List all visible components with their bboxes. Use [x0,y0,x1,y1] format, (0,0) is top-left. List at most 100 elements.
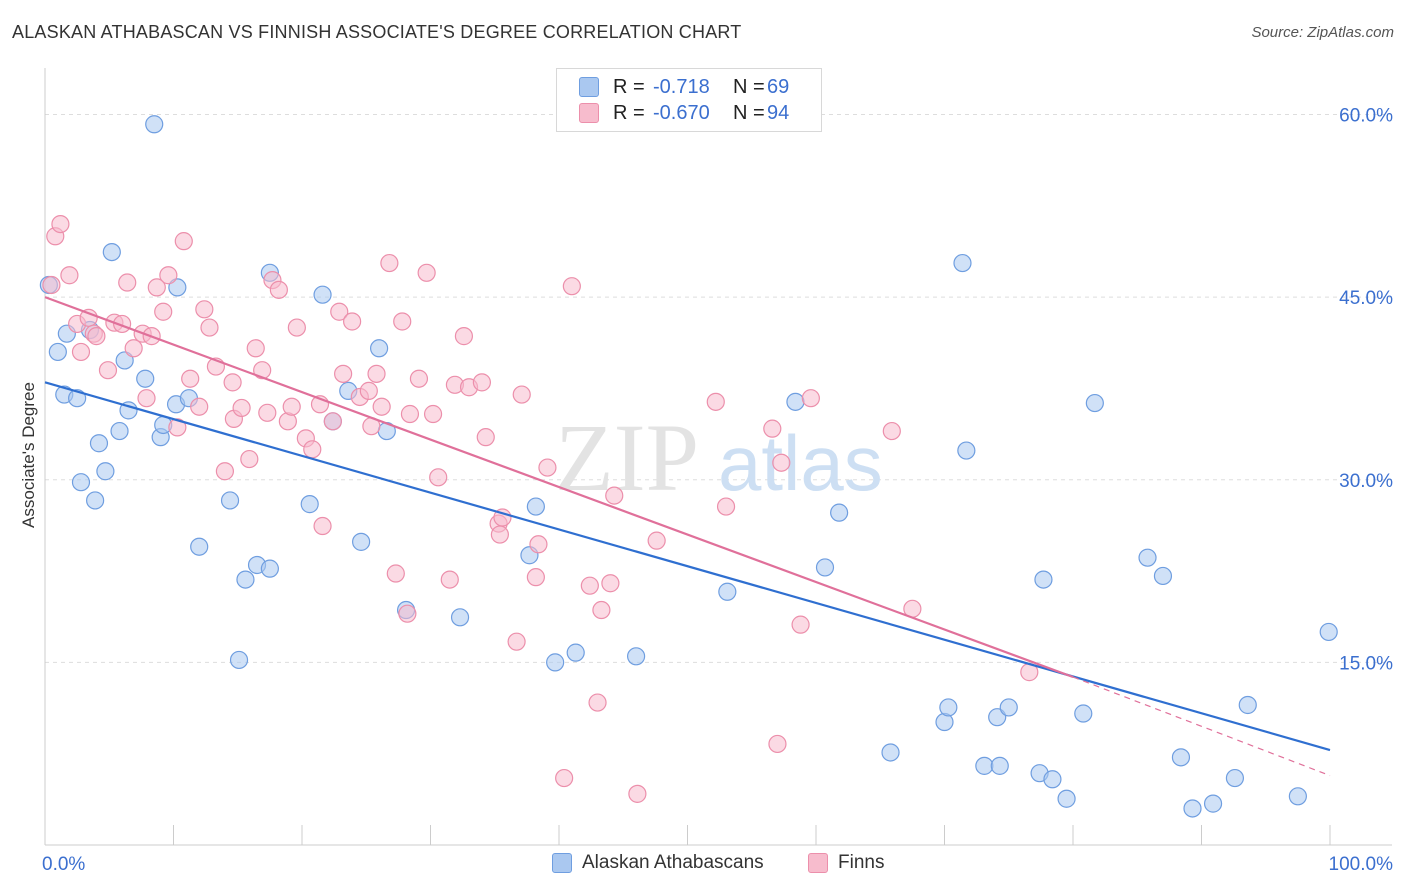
y-axis-label: Associate's Degree [19,382,38,528]
watermark: ZIP atlas [555,404,883,511]
data-point [429,468,448,487]
data-point [393,312,412,331]
legend-swatch-pink [808,853,828,873]
data-point [1288,787,1307,806]
data-point [282,397,301,416]
data-point [546,653,565,672]
data-point [190,537,209,556]
y-tick-label: 15.0% [1339,653,1393,674]
axes [44,68,1392,846]
data-point [359,381,378,400]
data-point [476,428,495,447]
data-point [417,263,436,282]
data-point [716,497,736,516]
y-tick-label: 60.0% [1339,106,1393,127]
data-point [181,369,200,388]
data-point [154,302,173,321]
data-point [223,373,242,392]
data-point [1074,704,1093,723]
data-point [98,361,118,380]
data-point [159,266,178,285]
data-point [1043,770,1062,789]
legend-swatch-blue [579,77,599,97]
data-point [258,403,277,422]
data-point [626,647,646,666]
data-point [300,495,319,514]
series-finns [42,214,1039,803]
data-point [174,232,193,251]
legend-n-label: N = [733,75,765,98]
data-point [60,266,79,285]
data-point [236,570,255,589]
legend-n-label: N = [733,101,765,124]
data-point [1085,393,1104,413]
legend-r-value: -0.670 [653,101,710,124]
data-point [380,253,399,273]
data-point [1225,768,1245,788]
trend-line-finns [44,296,1074,679]
legend-item-finns: Finns [808,852,884,874]
data-point [96,462,115,481]
data-point [1034,570,1053,589]
data-point [423,404,443,424]
data-point [957,441,976,460]
data-point [102,242,121,262]
data-point [562,277,581,296]
data-point [882,421,901,441]
data-point [815,558,835,577]
data-point [330,302,349,321]
data-point [136,369,155,388]
data-point [601,574,620,593]
data-point [118,273,137,292]
data-point [89,434,109,453]
correlation-legend: R = -0.718 N = 69 R = -0.670 N = 94 [556,68,822,132]
data-point [791,615,810,634]
data-point [529,535,548,554]
legend-r-label: R = [613,75,645,98]
series-alaskan-athabascans [39,115,1338,818]
data-point [1171,748,1191,767]
data-point [215,462,234,481]
data-point [454,327,474,346]
data-point [588,693,607,712]
legend-r-label: R = [613,101,645,124]
watermark-zip: ZIP [555,404,699,511]
data-point [313,516,332,536]
data-point [999,698,1018,717]
data-point [706,392,725,411]
data-point [628,784,647,803]
data-point [990,756,1009,775]
data-point [200,318,219,337]
data-point [768,734,787,754]
legend-r-value: -0.718 [653,75,710,98]
legend-row-finns: R = -0.670 N = 94 [579,100,789,126]
data-point [592,600,611,620]
data-point [555,768,574,788]
data-point [490,525,509,544]
data-point [352,532,371,551]
data-point [269,280,288,299]
data-point [566,643,585,662]
legend-n-value: 94 [767,101,790,124]
data-point [71,473,91,492]
data-point [472,373,491,392]
data-point [68,389,87,408]
data-point [145,115,164,134]
data-point [988,708,1007,727]
data-point [526,568,545,587]
data-point [303,440,322,459]
source-label: Source: ZipAtlas.com [1251,24,1394,41]
data-point [1203,794,1223,813]
legend-swatch-blue [552,853,572,873]
chart-title: ALASKAN ATHABASCAN VS FINNISH ASSOCIATE'… [12,22,742,42]
data-point [124,339,143,358]
gridlines [45,114,1392,663]
data-point [48,342,67,362]
data-point [372,397,391,416]
data-point [939,698,958,717]
data-point [763,419,782,438]
data-point [1138,548,1157,567]
data-point [493,508,512,527]
data-point [400,404,420,424]
